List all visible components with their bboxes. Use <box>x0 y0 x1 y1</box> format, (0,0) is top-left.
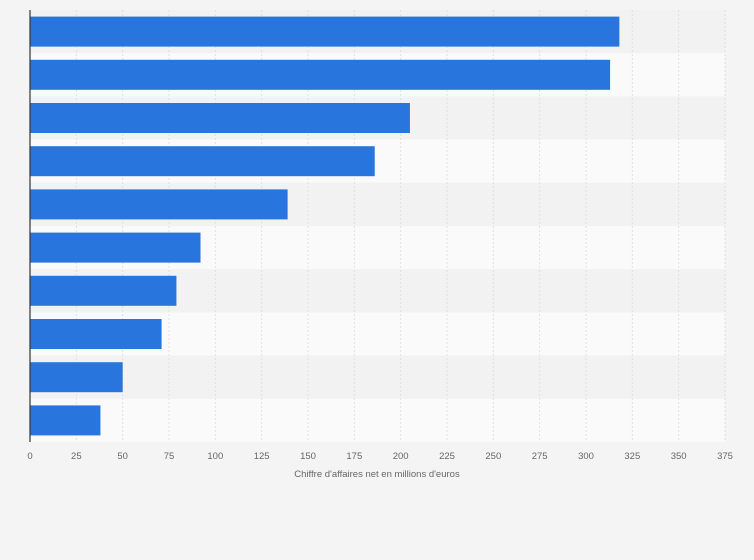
bar <box>30 362 123 393</box>
row-band <box>30 398 725 442</box>
x-tick-label: 225 <box>439 451 455 462</box>
x-tick-labels: 0 25 50 75 100 125 150 175 200 225 250 275 300 325 350… <box>27 451 733 462</box>
x-tick-label: 275 <box>532 451 548 462</box>
bar <box>30 103 410 133</box>
x-tick-label: 0 <box>27 451 32 462</box>
x-tick-label: 50 <box>117 451 128 462</box>
bar <box>30 319 162 349</box>
x-tick-label: 75 <box>164 451 175 462</box>
x-tick-label: 25 <box>71 451 82 462</box>
bars-group <box>30 16 620 436</box>
bar <box>30 146 375 177</box>
bar <box>30 59 611 90</box>
x-tick-label: 325 <box>624 451 640 462</box>
x-axis-title: Chiffre d'affaires net en millions d'eur… <box>294 469 460 480</box>
bar <box>30 232 201 263</box>
x-tick-label: 350 <box>671 451 687 462</box>
x-tick-label: 175 <box>346 451 362 462</box>
x-tick-label: 250 <box>485 451 501 462</box>
x-tick-label: 150 <box>300 451 316 462</box>
bar <box>30 405 101 436</box>
x-tick-label: 300 <box>578 451 594 462</box>
bar <box>30 189 288 220</box>
bar <box>30 16 620 47</box>
row-band <box>30 355 725 399</box>
x-tick-label: 375 <box>717 451 733 462</box>
x-tick-label: 100 <box>207 451 223 462</box>
x-tick-label: 125 <box>254 451 270 462</box>
x-tick-label: 200 <box>393 451 409 462</box>
bar <box>30 275 177 306</box>
